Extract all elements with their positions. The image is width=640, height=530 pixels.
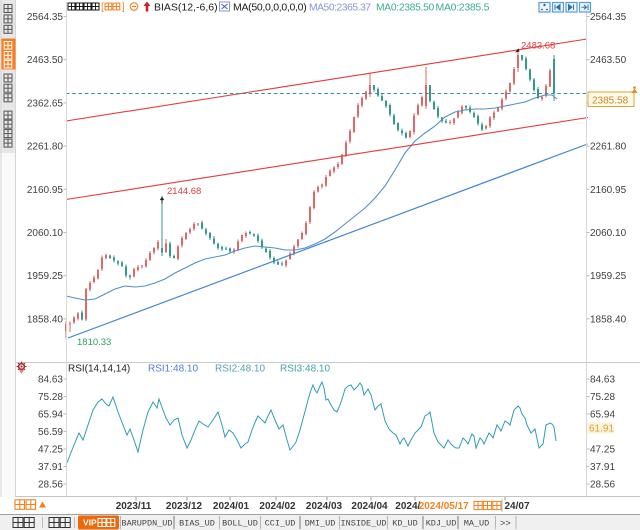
svg-text:47.25: 47.25 <box>590 445 615 456</box>
svg-text:2362.65: 2362.65 <box>27 98 64 109</box>
svg-text:2385.58: 2385.58 <box>592 96 629 107</box>
svg-text:2024/01: 2024/01 <box>213 501 250 512</box>
svg-text:2564.35: 2564.35 <box>590 12 627 23</box>
svg-text:RSI3:48.10: RSI3:48.10 <box>280 364 330 375</box>
svg-text:2564.35: 2564.35 <box>27 12 64 23</box>
svg-text:2483.68: 2483.68 <box>521 41 555 52</box>
svg-text:]: ] <box>122 2 125 13</box>
svg-text:61.91: 61.91 <box>589 424 614 435</box>
svg-text:RSI2:48.10: RSI2:48.10 <box>215 364 265 375</box>
svg-text:65.94: 65.94 <box>590 410 615 421</box>
svg-text:KD_UD: KD_UD <box>392 519 418 529</box>
svg-text:BOLL_UD: BOLL_UD <box>222 519 258 529</box>
svg-text:84.63: 84.63 <box>590 375 615 386</box>
svg-text:>>: >> <box>500 519 511 529</box>
svg-text:[: [ <box>101 2 104 13</box>
svg-text:56.59: 56.59 <box>38 427 63 438</box>
svg-text:BIAS_UD: BIAS_UD <box>179 519 215 529</box>
svg-text:2024/05/17: 2024/05/17 <box>419 501 469 512</box>
svg-text:BARUPDN_UD: BARUPDN_UD <box>121 519 172 529</box>
svg-text:MA0:2385.50: MA0:2385.50 <box>376 3 435 14</box>
svg-text:RSI1:48.10: RSI1:48.10 <box>148 364 198 375</box>
svg-text:2160.95: 2160.95 <box>590 185 627 196</box>
svg-text:37.91: 37.91 <box>38 462 63 473</box>
svg-text:84.63: 84.63 <box>38 375 63 386</box>
svg-text:24/07: 24/07 <box>505 501 530 512</box>
svg-text:RSI(14,14,14): RSI(14,14,14) <box>68 364 130 375</box>
svg-text:1858.40: 1858.40 <box>27 314 64 325</box>
svg-text:2144.68: 2144.68 <box>167 186 201 197</box>
svg-text:2023/11: 2023/11 <box>116 501 152 512</box>
svg-text:KDJ_UD: KDJ_UD <box>426 519 457 529</box>
svg-text:1858.40: 1858.40 <box>590 314 627 325</box>
svg-text:2060.10: 2060.10 <box>27 228 64 239</box>
svg-text:2024/02: 2024/02 <box>259 501 296 512</box>
svg-text:CCI_UD: CCI_UD <box>265 519 296 529</box>
svg-text:1959.25: 1959.25 <box>590 271 627 282</box>
svg-text:BIAS(12,-6,6): BIAS(12,-6,6) <box>154 2 218 14</box>
svg-text:MA0:2385.5: MA0:2385.5 <box>436 2 490 14</box>
svg-text:2261.80: 2261.80 <box>27 142 64 153</box>
svg-text:MA(50,0,0,0,0,0): MA(50,0,0,0,0,0) <box>233 2 306 14</box>
svg-text:2160.95: 2160.95 <box>27 185 64 196</box>
svg-text:2463.50: 2463.50 <box>590 55 627 66</box>
svg-text:47.25: 47.25 <box>38 445 63 456</box>
svg-text:1959.25: 1959.25 <box>27 271 64 282</box>
svg-text:37.91: 37.91 <box>590 462 615 473</box>
svg-text:INSIDE_UD: INSIDE_UD <box>341 519 387 529</box>
svg-text:65.94: 65.94 <box>38 410 63 421</box>
svg-text:28.56: 28.56 <box>38 480 63 491</box>
svg-text:2463.50: 2463.50 <box>27 55 64 66</box>
svg-text:2024/: 2024/ <box>395 501 420 512</box>
svg-text:2024/04: 2024/04 <box>351 501 388 512</box>
svg-text:75.28: 75.28 <box>590 392 615 403</box>
svg-text:28.56: 28.56 <box>590 480 615 491</box>
svg-text:2023/12: 2023/12 <box>166 501 203 512</box>
svg-text:MA50:2365.37: MA50:2365.37 <box>309 3 371 14</box>
svg-text:2024/03: 2024/03 <box>306 501 343 512</box>
svg-text:2060.10: 2060.10 <box>590 228 627 239</box>
svg-text:DMI_UD: DMI_UD <box>305 519 336 529</box>
svg-text:MA_UD: MA_UD <box>464 519 490 529</box>
svg-text:75.28: 75.28 <box>38 392 63 403</box>
svg-text:2261.80: 2261.80 <box>590 142 627 153</box>
svg-text:1810.33: 1810.33 <box>77 337 111 348</box>
svg-text:VIP: VIP <box>83 518 97 528</box>
